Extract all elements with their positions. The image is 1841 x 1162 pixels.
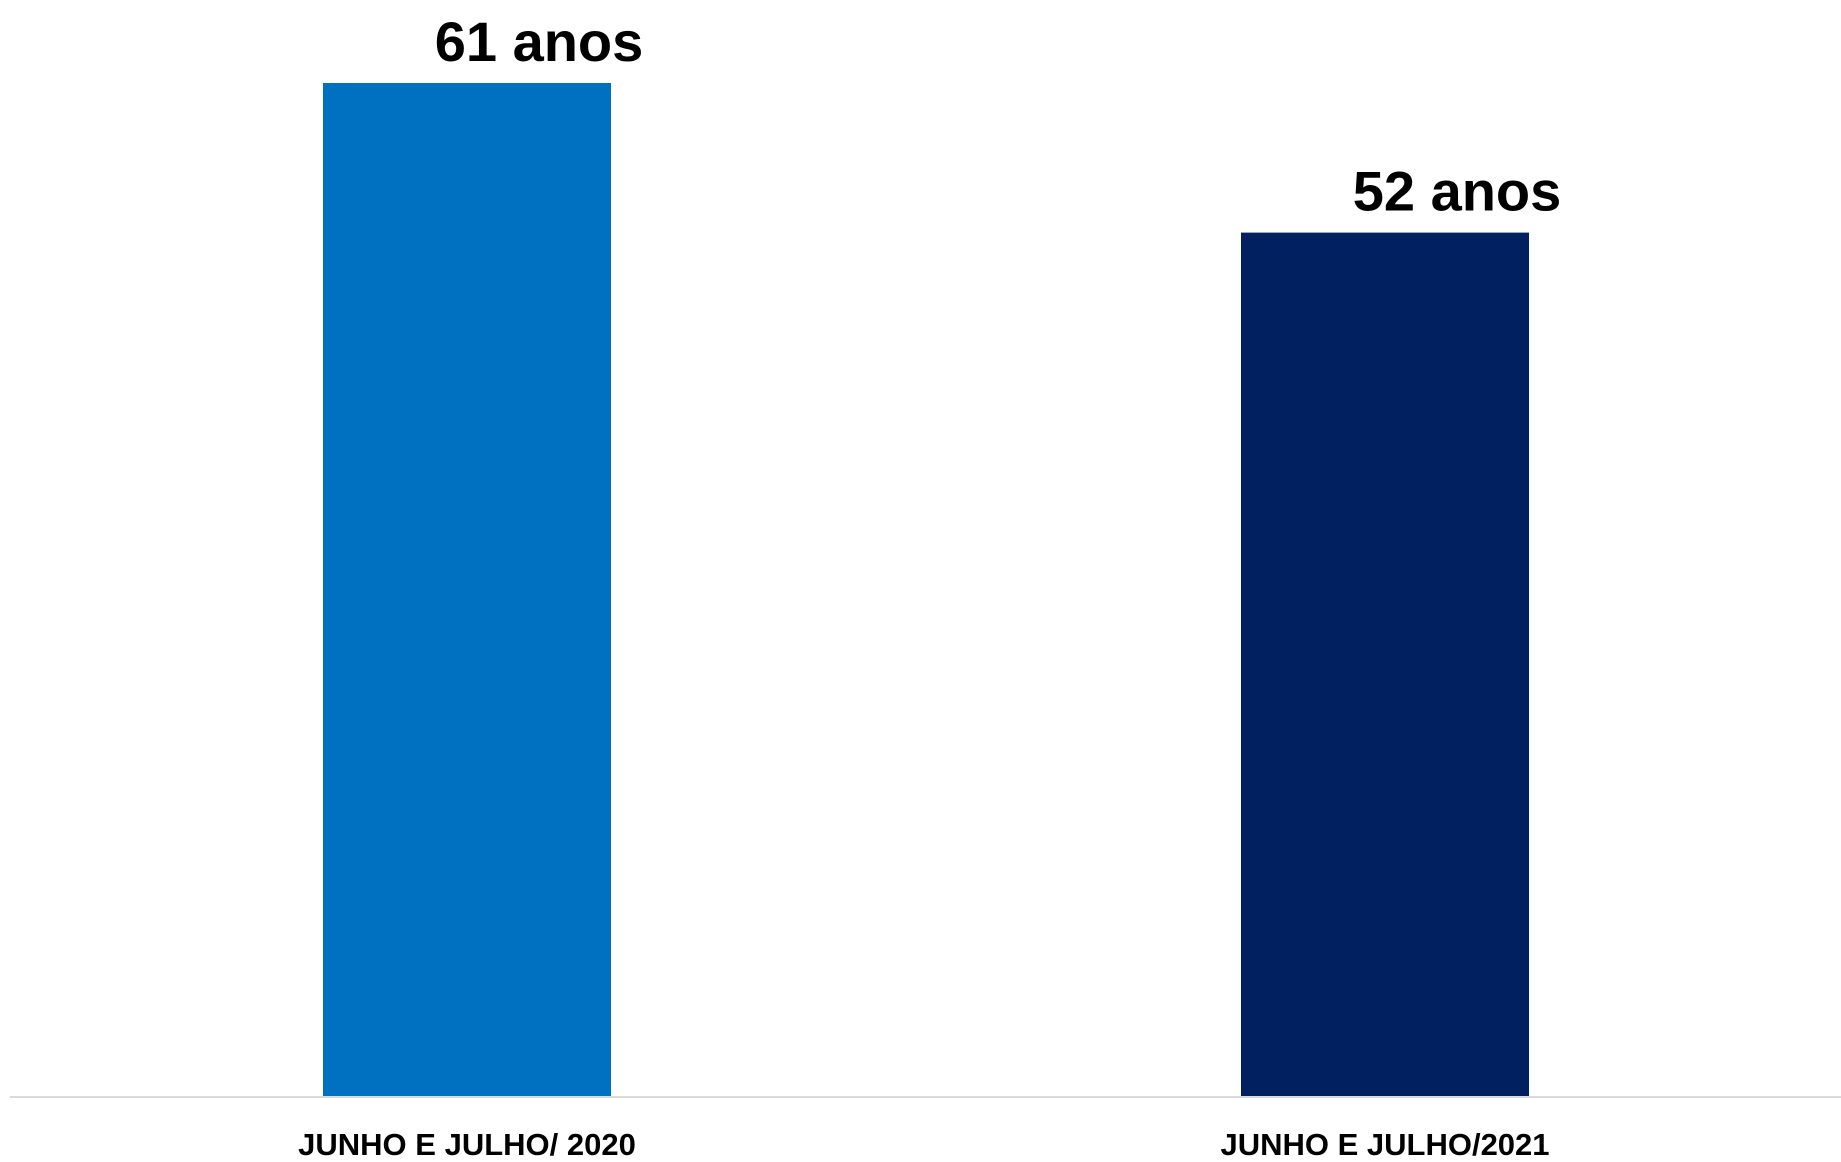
- x-tick-labels-group: JUNHO E JULHO/ 2020 JUNHO E JULHO/2021: [298, 1127, 1549, 1162]
- data-labels-group: 61 anos 52 anos: [435, 10, 1562, 223]
- data-label-1: 61 anos: [435, 10, 644, 73]
- data-label-2: 52 anos: [1353, 160, 1562, 223]
- bar-1: [323, 83, 611, 1097]
- bar-2: [1241, 232, 1529, 1097]
- x-tick-label-1: JUNHO E JULHO/ 2020: [298, 1127, 636, 1162]
- bars-group: [323, 83, 1529, 1097]
- x-tick-label-2: JUNHO E JULHO/2021: [1220, 1127, 1549, 1162]
